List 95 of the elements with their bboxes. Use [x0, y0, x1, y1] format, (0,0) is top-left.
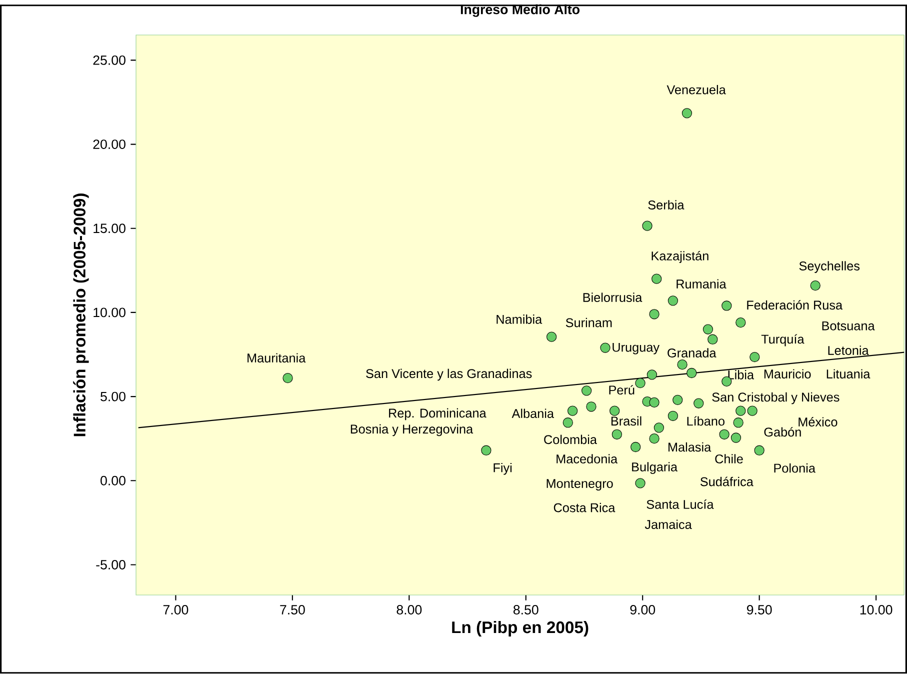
point	[642, 220, 652, 232]
point	[736, 406, 746, 416]
annotation: Serbia	[648, 200, 684, 210]
annotation: Brasil	[611, 416, 642, 426]
point	[719, 429, 730, 440]
point	[610, 406, 620, 416]
annotation: Bosnia y Herzegovina	[350, 424, 474, 436]
point	[702, 324, 714, 335]
annotation: Líbano	[687, 416, 724, 426]
annotation: Malasia	[668, 442, 712, 452]
point	[708, 334, 718, 345]
point	[612, 429, 622, 440]
point	[546, 332, 557, 342]
point	[652, 274, 662, 284]
annotation: Seychelles	[799, 261, 860, 274]
point	[600, 342, 610, 353]
annotation: San Vicente y las Granadinas	[366, 368, 532, 381]
annotation: Granada	[668, 348, 716, 358]
annotation: Costa Rica	[554, 503, 616, 512]
point	[672, 395, 683, 406]
point	[682, 108, 692, 118]
annotation: Sudáfrica	[700, 476, 754, 486]
point	[635, 378, 646, 388]
annotation: Mauritania	[248, 353, 306, 363]
point	[747, 406, 758, 416]
x-tick-label: 8.00	[396, 605, 422, 615]
annotation: Albania	[512, 408, 554, 418]
annotation: Lituania	[826, 369, 870, 379]
y-tick-label: 10.00	[94, 308, 126, 318]
point	[568, 406, 578, 416]
point	[730, 432, 742, 443]
annotation: Kazajistán	[652, 251, 708, 264]
point	[694, 398, 704, 409]
annotation: Venezuela	[666, 85, 726, 94]
point	[810, 280, 820, 291]
point	[668, 296, 678, 306]
x-tick-label: 7.00	[163, 605, 188, 615]
point	[754, 445, 764, 456]
annotation: Santa Lucía	[646, 500, 714, 510]
y-tick-label: 0.00	[100, 476, 126, 486]
point	[649, 398, 660, 408]
annotation: Federación Rusa	[747, 300, 843, 310]
point	[562, 418, 573, 428]
annotation: Fiyi	[494, 463, 512, 475]
annotation: Bulgaria	[632, 462, 678, 474]
point	[586, 402, 596, 412]
annotation: Turquía	[761, 334, 804, 346]
point	[668, 410, 678, 422]
annotation: Libia	[728, 370, 754, 380]
y-tick-label: 5.00	[100, 392, 126, 402]
point	[736, 318, 746, 328]
y-tick-label: 25.00	[93, 56, 126, 66]
annotation: Rumania	[676, 279, 726, 289]
annotation: Polonia	[774, 464, 816, 473]
annotation: Uruguay	[612, 343, 660, 354]
annotation: Letonia	[828, 346, 869, 356]
annotation: Namibia	[496, 314, 542, 324]
annotation: Perú	[609, 385, 634, 395]
y-tick-label: -5.00	[96, 560, 126, 570]
point	[722, 300, 732, 311]
annotation: Bielorrusia	[583, 292, 642, 302]
annotation: Gabón	[764, 427, 801, 437]
x-axis-title: Ln (Pibp en 2005)	[452, 621, 588, 637]
point	[635, 478, 646, 488]
annotation: Chile	[715, 454, 743, 464]
point	[481, 445, 492, 456]
point	[677, 360, 688, 370]
point	[654, 422, 664, 433]
annotation: México	[798, 417, 838, 427]
x-tick-label: 9.50	[746, 605, 772, 615]
x-tick-label: 8.50	[513, 605, 538, 615]
point	[630, 442, 641, 452]
annotation: Macedonia	[556, 454, 618, 464]
annotation: Mauricio	[764, 369, 811, 379]
point	[582, 386, 592, 396]
point	[733, 418, 744, 428]
point	[649, 309, 660, 320]
annotation: Colombia	[544, 434, 597, 444]
point	[686, 368, 697, 378]
point	[282, 373, 293, 384]
annotation: Botsuana	[822, 322, 875, 330]
annotation: Rep. Dominicana	[389, 408, 486, 420]
y-tick-label: 20.00	[93, 140, 126, 150]
x-tick-label: 7.50	[280, 605, 305, 615]
annotation: Surinam	[566, 318, 612, 328]
x-tick-label: 9.00	[630, 605, 656, 615]
y-axis-title: Inflación promedio (2005-2009)	[73, 194, 89, 436]
point	[750, 352, 760, 362]
annotation: Montenegro	[546, 479, 613, 491]
point	[646, 370, 658, 380]
y-tick-label: 15.00	[94, 224, 126, 234]
annotation: Jamaica	[644, 520, 692, 530]
annotation: San Cristobal y Nieves	[712, 392, 840, 404]
point	[649, 434, 660, 444]
x-tick-label: 10.00	[860, 605, 892, 615]
